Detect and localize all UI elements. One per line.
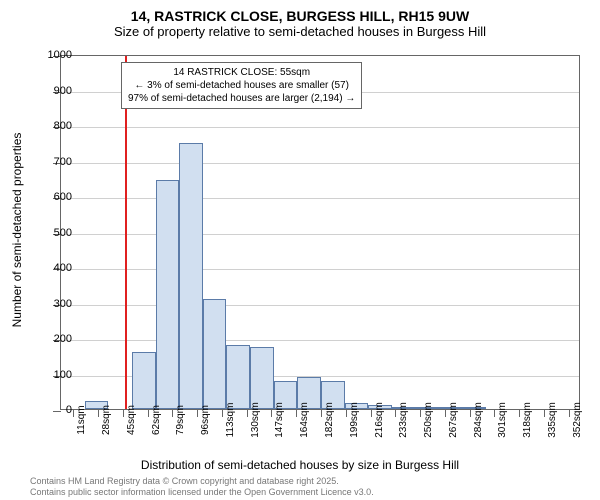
chart-title: 14, RASTRICK CLOSE, BURGESS HILL, RH15 9… (0, 0, 600, 24)
y-tick-label: 200 (54, 333, 72, 345)
x-tick-label: 164sqm (299, 402, 310, 438)
gridline (61, 198, 579, 199)
histogram-bar (132, 352, 156, 409)
x-tick-label: 284sqm (473, 402, 484, 438)
gridline (61, 163, 579, 164)
gridline (61, 269, 579, 270)
x-tick-label: 113sqm (225, 403, 236, 438)
gridline (61, 340, 579, 341)
gridline (61, 234, 579, 235)
x-tick (420, 409, 421, 417)
annotation-box: 14 RASTRICK CLOSE: 55sqm ← 3% of semi-de… (121, 62, 362, 109)
x-tick-label: 45sqm (126, 405, 137, 435)
annotation-line3: 97% of semi-detached houses are larger (… (128, 92, 355, 105)
footer-line2: Contains public sector information licen… (30, 487, 374, 498)
x-tick (172, 409, 173, 417)
x-tick-label: 130sqm (250, 402, 261, 438)
y-axis-title: Number of semi-detached properties (10, 133, 24, 328)
x-tick-label: 28sqm (101, 405, 112, 435)
x-tick (98, 409, 99, 417)
x-tick-label: 62sqm (151, 405, 162, 435)
x-tick-label: 182sqm (324, 402, 335, 438)
chart-container: 14, RASTRICK CLOSE, BURGESS HILL, RH15 9… (0, 0, 600, 500)
y-tick (53, 411, 61, 412)
histogram-bar (226, 345, 250, 409)
chart-subtitle: Size of property relative to semi-detach… (0, 24, 600, 47)
x-tick (197, 409, 198, 417)
footer-line1: Contains HM Land Registry data © Crown c… (30, 476, 374, 487)
x-tick-label: 267sqm (448, 402, 459, 438)
y-tick-label: 100 (54, 369, 72, 381)
histogram-bar (179, 143, 203, 409)
y-tick-label: 700 (54, 156, 72, 168)
y-tick-label: 300 (54, 298, 72, 310)
gridline (61, 305, 579, 306)
gridline (61, 127, 579, 128)
x-tick-label: 216sqm (374, 402, 385, 438)
x-tick-label: 335sqm (547, 402, 558, 438)
x-tick (222, 409, 223, 417)
x-tick (148, 409, 149, 417)
x-axis-title: Distribution of semi-detached houses by … (0, 458, 600, 472)
x-tick-label: 147sqm (274, 402, 285, 438)
x-tick-label: 11sqm (76, 405, 87, 434)
x-tick (247, 409, 248, 417)
x-tick (271, 409, 272, 417)
x-tick-label: 352sqm (572, 402, 583, 438)
x-tick-label: 96sqm (200, 405, 211, 435)
x-tick-label: 250sqm (423, 402, 434, 438)
x-tick (544, 409, 545, 417)
y-tick-label: 800 (54, 120, 72, 132)
y-tick-label: 0 (66, 404, 72, 416)
y-tick-label: 1000 (48, 49, 72, 61)
y-tick-label: 500 (54, 227, 72, 239)
plot-area: 14 RASTRICK CLOSE: 55sqm ← 3% of semi-de… (60, 55, 580, 410)
y-tick-label: 600 (54, 191, 72, 203)
histogram-bar (250, 347, 274, 409)
x-tick-label: 301sqm (497, 402, 508, 438)
x-tick (470, 409, 471, 417)
x-tick-label: 318sqm (522, 402, 533, 438)
footer-attribution: Contains HM Land Registry data © Crown c… (30, 476, 374, 498)
x-tick (494, 409, 495, 417)
annotation-line1: 14 RASTRICK CLOSE: 55sqm (128, 66, 355, 79)
x-tick (321, 409, 322, 417)
x-tick (569, 409, 570, 417)
x-tick (73, 409, 74, 417)
y-tick-label: 400 (54, 262, 72, 274)
x-tick (395, 409, 396, 417)
histogram-bar (203, 299, 227, 409)
x-tick (371, 409, 372, 417)
annotation-line2: ← 3% of semi-detached houses are smaller… (128, 79, 355, 92)
x-tick-label: 199sqm (349, 402, 360, 438)
y-tick-label: 900 (54, 85, 72, 97)
histogram-bar (156, 180, 180, 409)
x-tick (123, 409, 124, 417)
x-tick (519, 409, 520, 417)
x-tick-label: 233sqm (398, 402, 409, 438)
x-tick (445, 409, 446, 417)
x-tick (296, 409, 297, 417)
x-tick (346, 409, 347, 417)
x-tick-label: 79sqm (175, 405, 186, 435)
